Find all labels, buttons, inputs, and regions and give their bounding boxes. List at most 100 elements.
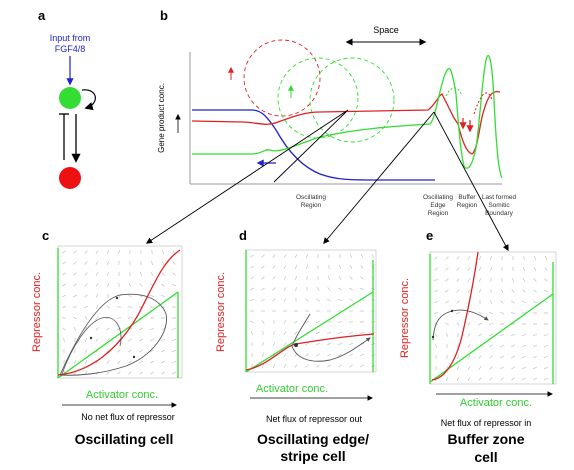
vector-field-tick	[326, 321, 332, 323]
panel-d-title-line2: stripe cell	[280, 448, 345, 464]
panel-d-title-line1: Oscillating edge/	[257, 431, 369, 447]
panel-d-repressor-nullcline	[245, 333, 375, 371]
vector-field-tick	[128, 338, 132, 342]
fgf-gradient-curve	[192, 109, 435, 181]
vector-field-tick	[95, 250, 99, 254]
vector-field-tick	[511, 277, 515, 283]
vector-field-tick	[62, 261, 66, 265]
vector-field-tick	[149, 294, 155, 298]
vector-field-tick	[283, 298, 287, 302]
vector-field-tick	[118, 260, 120, 266]
vector-field-tick	[116, 306, 122, 308]
vector-field-tick	[140, 260, 142, 266]
vector-field-tick	[511, 366, 515, 370]
vector-field-tick	[250, 254, 254, 258]
vector-field-tick	[305, 364, 309, 368]
panel-c-marker-1	[115, 296, 119, 300]
vector-field-tick	[500, 333, 504, 337]
vector-field-tick	[533, 289, 537, 293]
vector-field-tick	[543, 334, 549, 336]
vector-field-tick	[106, 371, 110, 375]
vector-field-tick	[73, 294, 77, 298]
vector-field-tick	[327, 364, 331, 368]
vector-field-tick	[150, 260, 154, 266]
vector-field-tick	[478, 267, 482, 271]
vector-field-tick	[511, 289, 515, 293]
region-buffer-line2: Region	[457, 202, 478, 209]
input-label-line1: Input from	[50, 33, 91, 43]
vector-field-tick	[249, 299, 255, 301]
vector-field-tick	[360, 254, 364, 258]
vector-field-tick	[435, 343, 437, 349]
vector-field-tick	[500, 366, 504, 370]
vector-field-tick	[349, 364, 353, 368]
vector-field-tick	[107, 282, 109, 288]
panel-c-marker-3	[132, 355, 136, 359]
vector-field-tick	[490, 277, 492, 283]
vector-field-tick	[349, 287, 353, 291]
vector-field-tick	[434, 278, 438, 282]
vector-field-tick	[316, 353, 320, 357]
panel-c-marker-2	[89, 336, 93, 340]
vector-field-tick	[489, 355, 493, 359]
panel-e-vector-field	[433, 255, 549, 382]
vector-field-tick	[305, 298, 309, 302]
vector-field-tick	[106, 261, 110, 265]
vector-field-tick	[106, 271, 110, 277]
self-activation-arrow	[81, 89, 96, 111]
vector-field-tick	[72, 306, 78, 308]
vector-field-tick	[294, 331, 298, 335]
vector-field-tick	[349, 265, 353, 269]
vector-field-tick	[316, 364, 320, 368]
vector-field-tick	[445, 322, 449, 326]
vector-field-tick	[261, 287, 265, 291]
vector-field-tick	[489, 333, 493, 337]
vector-field-tick	[106, 338, 110, 342]
vector-field-tick	[478, 311, 482, 315]
panel-d-ylabel: Repressor conc.	[215, 272, 227, 352]
vector-field-tick	[294, 254, 298, 258]
vector-field-tick	[488, 312, 494, 314]
vector-field-tick	[500, 355, 504, 359]
activator-curve	[192, 54, 503, 179]
activator-node	[59, 87, 81, 109]
activator-dotted-curve	[445, 87, 463, 97]
oscillation-circle-red	[243, 39, 321, 117]
vector-field-tick	[261, 254, 265, 258]
panel-e-plot-frame	[429, 251, 557, 385]
vector-field-tick	[316, 298, 320, 302]
panel-d: d Repressor conc. Activator conc. Net fl…	[215, 228, 377, 464]
region-buffer-line1: Buffer	[458, 194, 476, 201]
vector-field-tick	[150, 272, 154, 276]
vector-field-tick	[61, 306, 67, 308]
vector-field-tick	[129, 249, 131, 255]
panel-b: b Space Gene product conc. Oscillating R…	[145, 8, 517, 252]
vector-field-tick	[106, 305, 110, 309]
vector-field-tick	[338, 342, 342, 346]
panel-e-title-line2: cell	[474, 449, 497, 465]
vector-field-tick	[84, 337, 88, 343]
vector-field-tick	[73, 261, 77, 265]
vector-field-tick	[456, 311, 460, 315]
vector-field-tick	[272, 287, 276, 291]
vector-field-tick	[348, 299, 354, 301]
region-edge-line3: Region	[428, 210, 449, 217]
vector-field-tick	[533, 267, 537, 271]
vector-field-tick	[456, 267, 460, 271]
vector-field-tick	[544, 366, 548, 370]
region-last-line2: Somitic	[488, 202, 510, 209]
vector-field-tick	[84, 349, 88, 353]
vector-field-tick	[456, 278, 460, 282]
vector-field-tick	[250, 276, 254, 280]
vector-field-tick	[139, 349, 143, 353]
vector-field-tick	[95, 261, 99, 265]
vector-field-tick	[360, 353, 364, 357]
vector-field-tick	[544, 355, 548, 359]
vector-field-tick	[62, 272, 66, 276]
panel-d-trajectory	[291, 313, 371, 362]
vector-field-tick	[522, 278, 526, 282]
vector-field-tick	[544, 289, 548, 293]
vector-field-tick	[477, 322, 483, 326]
region-oscillating-line1: Oscillating	[296, 194, 326, 201]
vector-field-tick	[510, 312, 516, 314]
